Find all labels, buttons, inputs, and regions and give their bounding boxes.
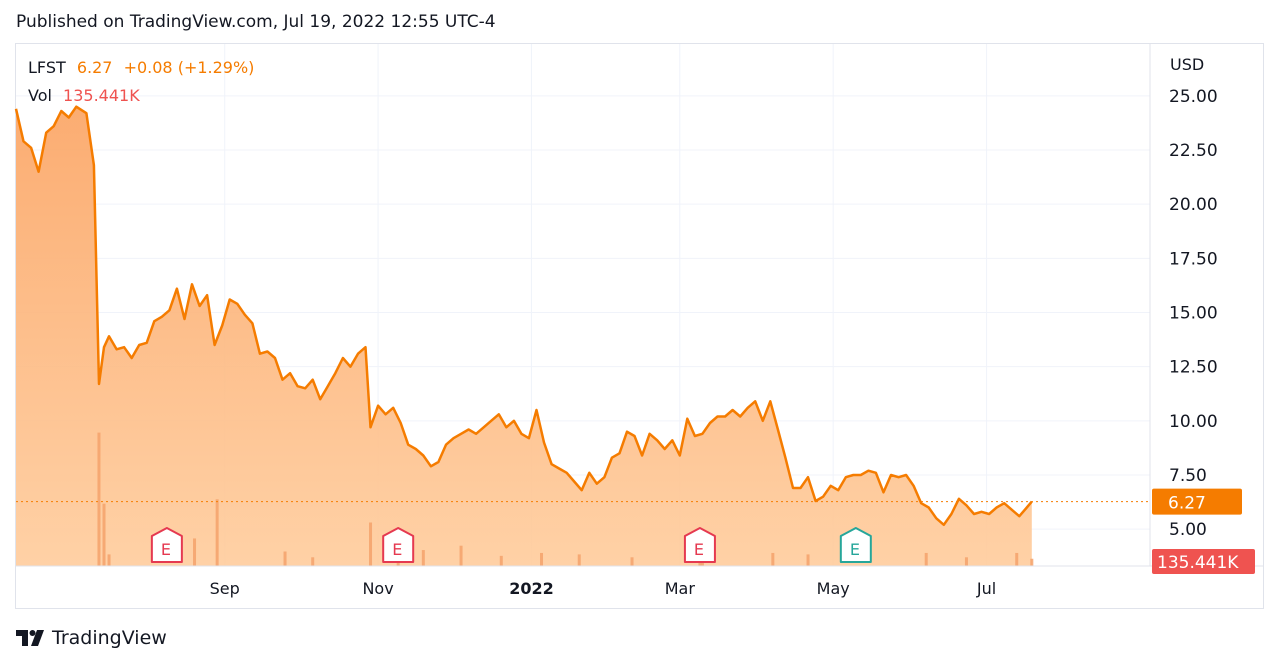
x-tick-label: Sep xyxy=(210,579,240,598)
symbol-legend: LFST 6.27 +0.08 (+1.29%) xyxy=(28,58,260,77)
tradingview-logo[interactable]: TradingView xyxy=(16,626,167,650)
volume-badge-label: 135.441K xyxy=(1157,553,1239,573)
earnings-marker-label: E xyxy=(392,540,402,559)
y-tick-label: 17.50 xyxy=(1169,249,1218,269)
earnings-marker-label: E xyxy=(694,540,704,559)
earnings-marker-label: E xyxy=(161,540,171,559)
volume-badge xyxy=(1152,549,1255,574)
last-price-badge xyxy=(1152,488,1242,515)
volume-label: Vol xyxy=(28,86,52,105)
last-price-badge-label: 6.27 xyxy=(1168,494,1206,514)
x-tick-label: Jul xyxy=(976,579,996,598)
volume-bar xyxy=(540,552,544,566)
volume-bar xyxy=(193,538,197,566)
volume-bar xyxy=(102,503,106,566)
x-tick-label: Nov xyxy=(362,579,393,598)
price-area xyxy=(16,106,1032,566)
earnings-marker[interactable] xyxy=(150,527,183,563)
y-tick-label: 12.50 xyxy=(1169,358,1218,378)
volume-bar xyxy=(964,557,968,566)
x-tick-label: Mar xyxy=(665,579,696,598)
earnings-marker[interactable] xyxy=(683,527,716,563)
volume-bar xyxy=(577,554,581,566)
tradingview-logo-icon xyxy=(16,630,44,646)
y-tick-label: 10.00 xyxy=(1169,412,1218,432)
price-change: +0.08 (+1.29%) xyxy=(123,58,255,77)
volume-bar xyxy=(311,557,315,566)
x-tick-label: 2022 xyxy=(509,579,554,598)
earnings-marker[interactable] xyxy=(839,527,872,563)
volume-bar xyxy=(771,552,775,566)
volume-bar xyxy=(283,551,287,566)
volume-bar xyxy=(421,550,425,566)
price-line[interactable] xyxy=(14,105,1033,527)
volume-bar xyxy=(1015,552,1019,566)
earnings-marker[interactable] xyxy=(382,527,415,563)
volume-value: 135.441K xyxy=(63,86,140,105)
x-tick-label: May xyxy=(817,579,850,598)
symbol-name: LFST xyxy=(28,58,66,77)
y-tick-label: 22.50 xyxy=(1169,141,1218,161)
volume-legend: Vol 135.441K xyxy=(28,86,146,105)
volume-bar xyxy=(369,522,373,566)
published-caption: Published on TradingView.com, Jul 19, 20… xyxy=(16,12,496,32)
chart-frame[interactable] xyxy=(15,43,1264,609)
y-tick-label: 5.00 xyxy=(1169,520,1207,540)
y-tick-label: 25.00 xyxy=(1169,87,1218,107)
tradingview-brand: TradingView xyxy=(52,627,167,649)
volume-bar xyxy=(806,554,810,566)
volume-bar xyxy=(107,554,111,566)
volume-bar xyxy=(924,552,928,566)
y-tick-label: 15.00 xyxy=(1169,304,1218,324)
currency-label: USD xyxy=(1170,55,1204,74)
volume-bar xyxy=(215,499,219,566)
volume-bar xyxy=(630,557,634,566)
volume-bar xyxy=(1030,558,1034,566)
last-price-value: 6.27 xyxy=(76,58,113,77)
volume-bar xyxy=(499,555,503,566)
y-tick-label: 20.00 xyxy=(1169,195,1218,215)
volume-bar xyxy=(459,545,463,566)
volume-bar xyxy=(97,432,101,566)
y-tick-label: 7.50 xyxy=(1169,466,1207,486)
earnings-marker-label: E xyxy=(850,540,860,559)
